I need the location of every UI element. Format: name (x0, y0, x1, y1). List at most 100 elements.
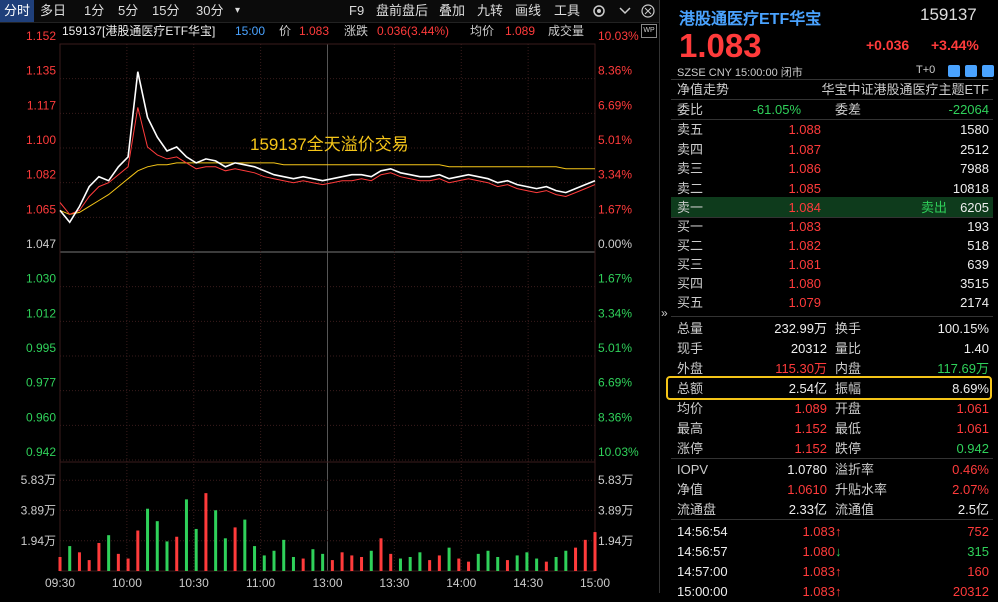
arrow-up-icon: ↑ (835, 584, 842, 599)
market-info: SZSE CNY 15:00:00 闭市 (677, 64, 803, 80)
stat-row: 总量 232.99万 换手 100.15% (663, 319, 993, 339)
sell-out-label: 卖出 (921, 200, 948, 215)
stat-value: 1.0610 (787, 482, 827, 497)
stat-value: 2.54亿 (788, 381, 827, 396)
chart-time: 15:00 (235, 24, 266, 38)
draw-line-button[interactable]: 画线 (515, 3, 542, 18)
change-label: 涨跌 (344, 24, 369, 38)
order-volume: 193 (967, 219, 989, 234)
volume-bar (593, 532, 597, 571)
tab-15min[interactable]: 15分 (152, 3, 180, 18)
stat-row: 外盘 115.30万 内盘 117.69万 (663, 359, 993, 379)
arrow-down-icon: ↓ (835, 544, 842, 559)
volume-bar (155, 521, 159, 571)
stat-label: 内盘 (835, 361, 862, 376)
stat-label: 总量 (677, 321, 704, 336)
change-percent: +3.44% (931, 37, 979, 53)
tick-price: 1.083 (802, 584, 835, 599)
y-tick-left: 1.047 (26, 237, 56, 251)
sell-order-row: 卖五 1.088 1580 (663, 120, 993, 140)
tools-button[interactable]: 工具 (554, 3, 581, 18)
order-volume: 3515 (960, 276, 989, 291)
wp-icon[interactable]: WP (641, 24, 657, 38)
volume-bar (107, 535, 111, 571)
tick-row: 14:57:00 1.083 ↑ 160 (663, 562, 993, 582)
y-tick-left: 0.942 (26, 445, 56, 459)
volume-bar (311, 549, 315, 571)
order-volume: 2512 (960, 141, 989, 157)
currency: CNY (708, 67, 732, 79)
chart-frame (59, 43, 596, 572)
premarket-button[interactable]: 盘前盘后 (376, 3, 429, 18)
volume-bar (58, 556, 62, 571)
weibi-row: 委比 -61.05% 委差 -22064 (663, 100, 993, 120)
sell-one-highlight (671, 197, 993, 217)
tick-price: 1.083 (802, 524, 835, 539)
tab-1min[interactable]: 1分 (84, 3, 105, 18)
volume-bar (126, 558, 130, 571)
close-icon[interactable] (640, 0, 656, 22)
volume-bar (457, 558, 461, 571)
price-value: 1.083 (299, 24, 330, 38)
f9-button[interactable]: F9 (349, 3, 365, 18)
volume-tick-left: 5.83万 (21, 473, 56, 487)
expand-icon[interactable] (617, 0, 633, 22)
volume-bar (272, 550, 276, 571)
volume-bar (428, 560, 432, 571)
security-code: 159137 (920, 5, 977, 24)
collapse-icon[interactable]: » (661, 306, 668, 320)
order-volume: 6205 (960, 200, 989, 215)
volume-bar (398, 558, 402, 571)
volume-bar (476, 553, 480, 571)
order-label: 卖四 (677, 141, 704, 157)
intraday-chart[interactable]: 1.152 10.03% 1.135 8.36% 1.117 6.69% 1.100 5.01… (0, 22, 659, 593)
stat-label: 最低 (835, 421, 862, 436)
change-amount: +0.036 (866, 37, 910, 53)
order-volume: 2174 (960, 295, 989, 310)
order-volume: 7988 (960, 161, 989, 176)
y-tick-right: 3.34% (598, 168, 632, 182)
volume-bar (437, 555, 441, 571)
highlight-box (666, 376, 992, 400)
stat-value: 232.99万 (774, 321, 827, 336)
chevron-down-icon[interactable]: ▾ (235, 5, 241, 16)
nine-turn-button[interactable]: 九转 (477, 3, 504, 18)
edit-icon[interactable] (948, 65, 960, 77)
order-label: 买三 (677, 257, 704, 272)
tick-time: 14:56:54 (677, 524, 728, 539)
order-label: 买一 (677, 219, 704, 234)
y-tick-right: 10.03% (598, 29, 639, 43)
x-tick: 10:30 (179, 576, 209, 590)
nav-trend-label[interactable]: 净值走势 (677, 82, 730, 97)
tick-row: 15:00:00 1.083 ↑ 20312 (663, 582, 993, 602)
buy-order-row: 买五 1.079 2174 (663, 293, 993, 313)
nav-trend-row[interactable]: 净值走势 华宝中证港股通医疗主题ETF (663, 80, 993, 100)
sell-order-row: 卖三 1.086 7988 (663, 159, 993, 179)
tick-volume: 315 (967, 544, 989, 559)
tab-multi-day[interactable]: 多日 (40, 3, 67, 18)
y-tick-left: 1.117 (27, 98, 56, 112)
order-label: 卖二 (677, 180, 704, 196)
volume-bar (515, 555, 519, 571)
stat-label: 升贴水率 (835, 482, 888, 497)
tick-volume: 752 (967, 524, 989, 539)
volume-bar (136, 530, 140, 571)
gear-icon[interactable] (591, 0, 607, 22)
volume-bar (97, 542, 101, 571)
share-icon[interactable] (982, 65, 994, 77)
x-tick: 14:00 (446, 576, 476, 590)
y-tick-left: 1.152 (26, 29, 56, 43)
stat-row: 最高 1.152 最低 1.061 (663, 419, 993, 439)
bell-icon[interactable] (965, 65, 977, 77)
stat-value: 1.40 (963, 341, 989, 356)
volume-bar (535, 558, 539, 571)
volume-bar (564, 550, 568, 571)
stat-value: 117.69万 (937, 361, 989, 376)
tab-intraday[interactable]: 分时 (0, 0, 34, 22)
volume-bar (360, 556, 364, 571)
overlay-button[interactable]: 叠加 (439, 3, 466, 18)
order-price: 1.082 (788, 238, 821, 253)
tab-5min[interactable]: 5分 (118, 3, 139, 18)
volume-bar (525, 552, 529, 571)
tab-30min[interactable]: 30分 (196, 3, 224, 18)
